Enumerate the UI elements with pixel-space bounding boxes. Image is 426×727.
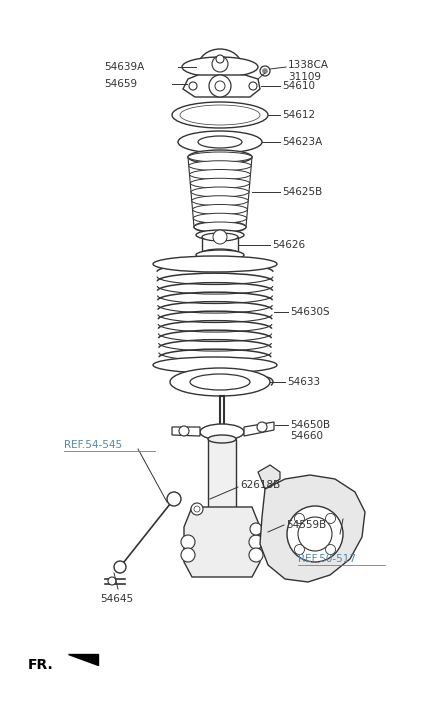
Ellipse shape: [153, 256, 277, 272]
Polygon shape: [244, 422, 274, 436]
Text: 54559B: 54559B: [286, 520, 326, 530]
Text: REF.54-545: REF.54-545: [64, 440, 122, 450]
Circle shape: [191, 503, 203, 515]
Ellipse shape: [188, 107, 252, 123]
Circle shape: [114, 561, 126, 573]
Circle shape: [187, 79, 197, 89]
Ellipse shape: [196, 250, 244, 260]
Circle shape: [294, 545, 305, 555]
Circle shape: [262, 529, 274, 541]
Ellipse shape: [190, 374, 250, 390]
Text: 62618B: 62618B: [240, 480, 280, 490]
Ellipse shape: [192, 196, 248, 206]
Circle shape: [249, 548, 263, 562]
Circle shape: [260, 66, 270, 76]
Polygon shape: [68, 654, 98, 665]
Circle shape: [189, 82, 197, 90]
Polygon shape: [260, 475, 365, 582]
Ellipse shape: [170, 368, 270, 396]
Circle shape: [190, 81, 195, 87]
Text: FR.: FR.: [28, 658, 54, 672]
Text: 54659: 54659: [104, 79, 137, 89]
Text: 54626: 54626: [272, 240, 305, 250]
Circle shape: [250, 523, 262, 535]
Circle shape: [294, 513, 305, 523]
Circle shape: [257, 422, 267, 432]
Ellipse shape: [194, 221, 246, 233]
Polygon shape: [184, 507, 260, 577]
Text: 1338CA: 1338CA: [288, 60, 329, 70]
Ellipse shape: [180, 105, 260, 125]
Ellipse shape: [188, 150, 252, 164]
Ellipse shape: [172, 102, 268, 128]
Circle shape: [181, 548, 195, 562]
Text: 54633: 54633: [287, 377, 320, 387]
Circle shape: [298, 517, 332, 551]
Circle shape: [209, 75, 231, 97]
Circle shape: [216, 55, 224, 63]
Circle shape: [215, 81, 225, 91]
Ellipse shape: [200, 424, 244, 440]
Ellipse shape: [153, 357, 277, 373]
Circle shape: [325, 513, 336, 523]
Circle shape: [194, 506, 200, 512]
Ellipse shape: [193, 213, 247, 223]
Circle shape: [249, 82, 257, 90]
Ellipse shape: [196, 230, 244, 240]
Text: 54612: 54612: [282, 110, 315, 120]
Text: 54623A: 54623A: [282, 137, 322, 147]
Text: REF.50-517: REF.50-517: [298, 554, 356, 564]
Text: 54610: 54610: [282, 81, 315, 91]
Text: 54650B: 54650B: [290, 420, 330, 430]
Polygon shape: [183, 75, 260, 97]
Text: 54625B: 54625B: [282, 187, 322, 197]
Ellipse shape: [202, 249, 238, 257]
Polygon shape: [258, 465, 280, 489]
Text: 54645: 54645: [100, 594, 133, 604]
Ellipse shape: [191, 187, 249, 197]
Circle shape: [249, 535, 263, 549]
Ellipse shape: [202, 233, 238, 241]
Circle shape: [212, 56, 228, 72]
Circle shape: [287, 506, 343, 562]
Bar: [208, 439, 236, 527]
Circle shape: [108, 577, 116, 585]
Circle shape: [213, 230, 227, 244]
Ellipse shape: [178, 131, 262, 153]
Circle shape: [262, 68, 268, 73]
Ellipse shape: [188, 152, 252, 162]
Text: 54660: 54660: [290, 431, 323, 441]
Circle shape: [167, 492, 181, 506]
Ellipse shape: [208, 435, 236, 443]
Ellipse shape: [194, 222, 246, 232]
Ellipse shape: [193, 204, 248, 214]
Circle shape: [325, 545, 336, 555]
Ellipse shape: [190, 169, 250, 180]
Ellipse shape: [208, 523, 236, 531]
Text: 54639A: 54639A: [104, 62, 144, 72]
Text: 54630S: 54630S: [290, 307, 330, 317]
Text: 31109: 31109: [288, 72, 321, 82]
Circle shape: [181, 535, 195, 549]
Ellipse shape: [190, 178, 250, 188]
Circle shape: [179, 426, 189, 436]
Ellipse shape: [182, 57, 258, 77]
Polygon shape: [172, 427, 200, 436]
Ellipse shape: [198, 136, 242, 148]
Ellipse shape: [189, 161, 251, 171]
